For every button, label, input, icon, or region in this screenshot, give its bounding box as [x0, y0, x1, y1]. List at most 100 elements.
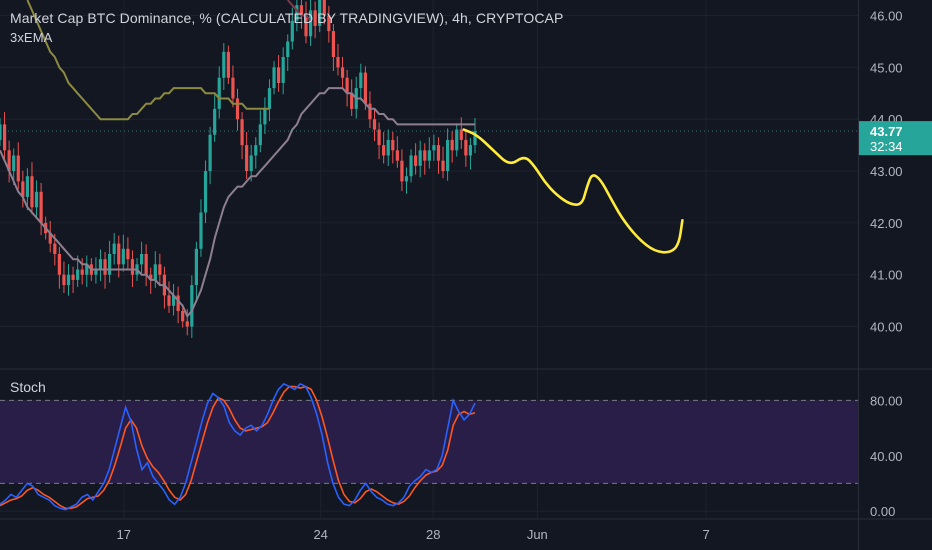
candle-59 — [267, 79, 272, 122]
candle-52 — [235, 88, 240, 131]
candle-body-1 — [2, 124, 7, 151]
candle-92 — [418, 140, 422, 178]
candle-65 — [295, 0, 299, 32]
candle-16 — [71, 266, 75, 294]
candle-body-51 — [231, 77, 235, 99]
candle-body-62 — [281, 57, 285, 83]
candle-91 — [414, 143, 418, 175]
candle-49 — [222, 43, 226, 91]
candle-body-91 — [414, 155, 418, 166]
candle-body-7 — [30, 176, 34, 208]
candle-body-59 — [267, 88, 272, 109]
candle-51 — [231, 65, 235, 108]
candle-17 — [76, 255, 80, 287]
candle-body-68 — [308, 10, 313, 37]
ema-slow-line — [286, 0, 312, 22]
indicator-legend[interactable]: 3xEMA — [10, 30, 53, 45]
candle-3 — [12, 148, 16, 186]
ema-lines — [0, 0, 858, 319]
candle-body-70 — [318, 0, 322, 26]
candle-32 — [144, 244, 148, 287]
candle-body-69 — [313, 10, 317, 26]
candle-14 — [62, 261, 66, 294]
stoch-lines — [0, 382, 476, 511]
candle-41 — [185, 309, 189, 336]
candle-99 — [450, 131, 454, 163]
candle-body-87 — [395, 150, 399, 161]
candle-37 — [167, 281, 171, 313]
candle-35 — [158, 253, 162, 286]
time-tick-label-3: Jun — [527, 527, 548, 542]
candle-0 — [0, 118, 2, 147]
candle-body-12 — [53, 243, 57, 254]
stoch-tick-label-0: 80.00 — [870, 393, 903, 408]
candle-body-23 — [103, 259, 107, 275]
candle-body-61 — [277, 67, 281, 83]
candle-body-97 — [441, 160, 445, 172]
candle-body-57 — [258, 124, 262, 146]
stoch-pane-label[interactable]: Stoch — [10, 379, 46, 395]
candle-83 — [377, 122, 381, 160]
candle-66 — [299, 0, 304, 29]
candle-body-16 — [71, 274, 75, 280]
candle-100 — [455, 123, 459, 157]
candle-body-27 — [121, 248, 125, 265]
candle-body-3 — [12, 155, 16, 172]
candle-82 — [372, 109, 377, 141]
candle-body-92 — [418, 150, 422, 166]
candle-body-44 — [199, 212, 203, 249]
candle-body-14 — [62, 274, 66, 286]
candle-body-94 — [427, 150, 431, 161]
candle-56 — [254, 137, 258, 169]
candle-98 — [445, 128, 450, 181]
candle-body-33 — [149, 274, 153, 280]
candle-body-55 — [249, 155, 253, 172]
candle-28 — [126, 237, 130, 269]
candle-body-26 — [117, 243, 121, 265]
bar-countdown: 32:34 — [870, 139, 903, 154]
candle-61 — [277, 55, 281, 92]
candle-body-37 — [167, 295, 171, 306]
candle-77 — [350, 79, 354, 116]
candle-64 — [290, 7, 294, 50]
candle-8 — [34, 180, 39, 217]
candle-body-21 — [94, 269, 98, 275]
candlestick-series — [0, 0, 477, 338]
candle-1 — [2, 112, 7, 160]
candle-76 — [345, 69, 349, 107]
candle-body-13 — [57, 253, 61, 275]
candle-43 — [194, 241, 198, 300]
candle-body-46 — [208, 134, 212, 172]
candle-body-58 — [263, 108, 267, 125]
last-price-value: 43.77 — [870, 124, 903, 139]
candle-body-43 — [194, 248, 198, 286]
candle-body-18 — [80, 269, 84, 275]
candle-70 — [318, 0, 322, 33]
candle-body-6 — [25, 176, 30, 197]
candle-90 — [409, 149, 413, 183]
candle-body-5 — [21, 181, 25, 197]
candle-4 — [16, 142, 20, 190]
candle-body-73 — [331, 31, 336, 58]
candle-body-93 — [423, 150, 427, 161]
candle-body-104 — [473, 131, 477, 146]
candle-body-4 — [16, 155, 20, 182]
candle-body-31 — [139, 253, 144, 265]
candle-45 — [203, 160, 208, 224]
candle-body-77 — [350, 93, 354, 109]
candle-48 — [217, 66, 221, 119]
candle-84 — [382, 131, 386, 164]
candle-body-41 — [185, 321, 189, 327]
candle-body-100 — [455, 129, 459, 151]
candle-body-40 — [181, 310, 185, 322]
candle-44 — [199, 199, 203, 257]
candle-25 — [112, 233, 116, 265]
candle-body-35 — [158, 264, 162, 275]
candle-body-9 — [39, 191, 43, 223]
candle-body-2 — [7, 150, 11, 172]
candle-body-103 — [468, 145, 473, 156]
candle-95 — [432, 134, 436, 161]
candle-89 — [404, 167, 409, 194]
candle-body-66 — [299, 5, 304, 16]
